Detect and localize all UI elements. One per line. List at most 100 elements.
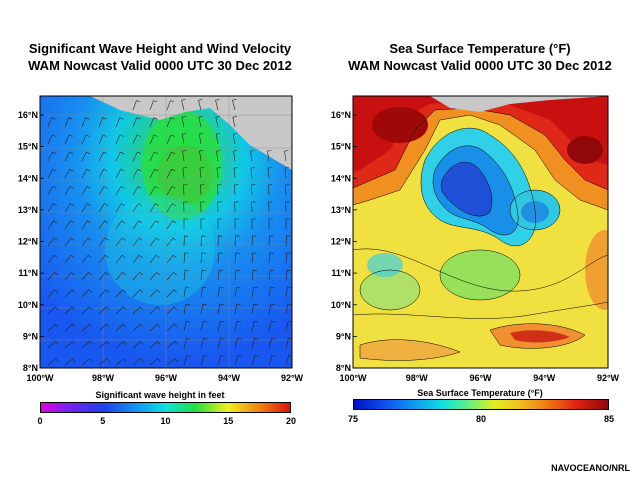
wind-barb <box>64 289 75 298</box>
colorbar-tick: 85 <box>603 414 615 424</box>
wind-barb <box>285 235 291 247</box>
left-lat-label: 15°N <box>18 142 38 152</box>
wind-barb <box>285 269 292 281</box>
wind-barb <box>132 220 143 230</box>
wind-barb <box>268 269 275 281</box>
wind-barb <box>234 252 240 264</box>
wind-barb <box>149 117 158 128</box>
wind-barbs <box>47 99 292 366</box>
wind-barb <box>217 320 225 332</box>
wind-barb <box>166 306 178 315</box>
wind-barb <box>200 320 208 332</box>
wind-barb <box>251 201 256 213</box>
wind-barb <box>64 117 73 128</box>
left-lon-label: 98°W <box>92 373 115 383</box>
wave-height-map: 16°N 15°N 14°N 13°N 12°N 11°N 10°N 9°N 8°N 100°W… <box>18 95 304 383</box>
wave-field <box>40 96 292 368</box>
right-lat-label: 11°N <box>331 268 351 278</box>
wind-barb <box>217 286 224 298</box>
wind-barb <box>81 358 93 366</box>
wind-barb <box>115 358 127 366</box>
wind-barb <box>234 355 242 366</box>
right-lat-label: 16°N <box>331 110 351 120</box>
wind-barb <box>47 358 59 366</box>
wind-barb <box>285 201 290 213</box>
wind-barb <box>64 358 76 366</box>
colorbar-tick: 80 <box>475 414 487 424</box>
wind-barb <box>268 303 275 315</box>
wind-barb <box>98 203 108 213</box>
wind-barb <box>98 220 109 230</box>
wind-barb <box>115 237 126 247</box>
wind-barb <box>115 203 125 213</box>
colorbar-tick: 5 <box>100 416 106 426</box>
wind-barb <box>149 358 161 366</box>
wind-barb <box>98 341 110 349</box>
wind-barb <box>149 203 159 213</box>
wind-barb <box>215 116 220 128</box>
wind-barb <box>250 150 255 162</box>
wind-barb <box>200 337 208 349</box>
wind-barb <box>98 358 110 366</box>
wind-barb <box>200 218 205 229</box>
wind-barb <box>149 100 158 111</box>
wind-barb <box>217 355 225 366</box>
wind-barb <box>199 150 204 162</box>
wind-barb <box>47 237 58 247</box>
wind-barb <box>64 271 75 281</box>
wind-barb <box>47 306 59 315</box>
wind-barb <box>149 306 161 315</box>
wind-barb <box>132 237 143 247</box>
wind-barb <box>268 320 276 332</box>
wind-barb <box>166 271 177 281</box>
wind-barb <box>115 151 125 162</box>
wind-barb <box>217 252 223 264</box>
wind-barb <box>217 218 222 229</box>
wind-barb <box>166 289 177 298</box>
wind-barb <box>98 289 109 298</box>
wind-barb <box>268 218 273 229</box>
wind-barb <box>47 134 56 145</box>
left-lon-label: 92°W <box>281 373 304 383</box>
wind-barb <box>285 303 292 315</box>
credit-label: NAVOCEANO/NRL <box>551 463 630 473</box>
wave-colorbar-label: Significant wave height in feet <box>95 390 225 400</box>
wind-barb <box>115 289 126 298</box>
wind-barb <box>98 306 110 315</box>
left-lon-labels: 100°W 98°W 96°W 94°W 92°W <box>26 373 303 383</box>
wind-barb <box>81 289 92 298</box>
colorbar-tick: 15 <box>223 416 234 426</box>
wind-barb <box>268 201 273 213</box>
right-lat-label: 12°N <box>331 237 351 247</box>
right-lon-label: 96°W <box>469 373 492 383</box>
wind-barb <box>183 320 191 332</box>
wind-barb <box>149 289 160 298</box>
wind-barb <box>285 320 292 332</box>
wind-barb <box>47 168 57 179</box>
wind-barb <box>166 358 178 366</box>
left-lon-label: 94°W <box>218 373 241 383</box>
wind-barb <box>132 323 144 332</box>
wind-barb <box>98 271 109 281</box>
wind-barb <box>284 150 289 162</box>
wind-barb <box>216 184 222 196</box>
wind-barb <box>166 185 176 196</box>
left-title-line2: WAM Nowcast Valid 0000 UTC 30 Dec 2012 <box>28 58 292 73</box>
wind-barb <box>132 203 142 213</box>
wind-barb <box>132 341 144 349</box>
wind-barb <box>234 235 240 247</box>
wind-barb <box>132 117 141 128</box>
wind-barb <box>132 358 144 366</box>
wind-barb <box>166 323 178 332</box>
wind-barb <box>166 254 177 264</box>
wind-barb <box>250 167 255 179</box>
wind-barb <box>166 341 178 349</box>
wind-barb <box>98 323 110 332</box>
colorbar-tick: 75 <box>347 414 359 424</box>
wind-barb <box>200 303 207 315</box>
left-lat-label: 13°N <box>18 205 38 215</box>
colorbar-tick: 0 <box>37 416 43 426</box>
wind-barb <box>183 201 188 213</box>
wind-barb <box>217 269 224 281</box>
wind-barb <box>181 116 186 128</box>
